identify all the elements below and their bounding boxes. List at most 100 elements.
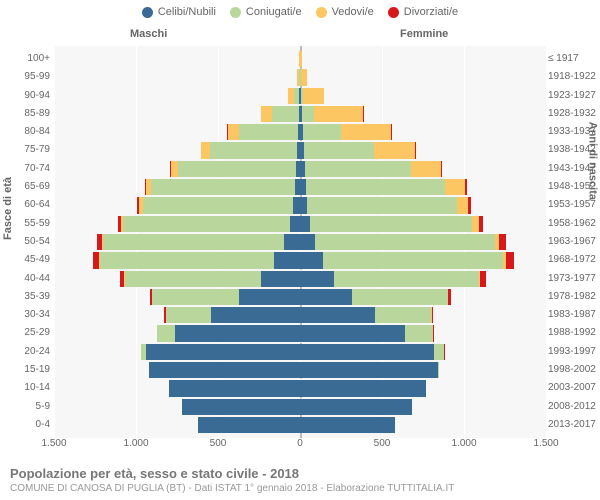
population-pyramid-chart: Celibi/NubiliConiugati/eVedovi/eDivorzia… — [0, 0, 600, 500]
bar-segment-widowed — [374, 142, 415, 158]
bar-segment-single — [300, 380, 426, 396]
female-bar — [300, 124, 392, 140]
pyramid-row — [54, 105, 546, 123]
birth-year-labels: ≤ 19171918-19221923-19271928-19321933-19… — [548, 50, 600, 434]
legend-label: Vedovi/e — [332, 6, 374, 18]
age-group-label: 80-84 — [0, 123, 50, 141]
bar-segment-married — [100, 252, 274, 268]
bar-segment-widowed — [228, 124, 239, 140]
bar-segment-single — [211, 307, 300, 323]
pyramid-row — [54, 324, 546, 342]
birth-year-label: 1938-1942 — [548, 141, 600, 159]
bar-segment-divorced — [415, 142, 416, 158]
bar-segment-divorced — [448, 289, 451, 305]
bar-segment-divorced — [506, 252, 514, 268]
bar-segment-divorced — [432, 307, 434, 323]
female-bar — [300, 325, 434, 341]
bar-segment-married — [239, 124, 298, 140]
female-bar — [300, 307, 433, 323]
pyramid-row — [54, 361, 546, 379]
male-bar — [93, 252, 300, 268]
bar-segment-married — [143, 197, 294, 213]
bar-segment-widowed — [261, 106, 272, 122]
legend-item: Coniugati/e — [230, 6, 302, 18]
pyramid-row — [54, 50, 546, 68]
pyramid-row — [54, 215, 546, 233]
bar-segment-widowed — [341, 124, 392, 140]
bar-segment-divorced — [433, 325, 434, 341]
legend-swatch — [316, 7, 327, 18]
x-tick-label: 0 — [297, 438, 303, 449]
bar-segment-married — [306, 179, 445, 195]
age-group-label: 95-99 — [0, 68, 50, 86]
bar-segment-single — [290, 216, 300, 232]
header-male: Maschi — [130, 28, 167, 40]
birth-year-label: 1943-1947 — [548, 160, 600, 178]
bar-rows — [54, 50, 546, 434]
bar-segment-single — [239, 289, 300, 305]
age-group-label: 75-79 — [0, 141, 50, 159]
bar-segment-single — [300, 417, 395, 433]
pyramid-row — [54, 270, 546, 288]
legend-label: Celibi/Nubili — [158, 6, 216, 18]
female-bar — [300, 271, 486, 287]
x-tick-label: 1.500 — [533, 438, 558, 449]
bar-segment-widowed — [303, 88, 324, 104]
x-tick-label: 1.500 — [41, 438, 66, 449]
bar-segment-widowed — [457, 197, 468, 213]
bar-segment-married — [151, 179, 295, 195]
birth-year-label: 2008-2012 — [548, 398, 600, 416]
female-bar — [300, 344, 445, 360]
pyramid-row — [54, 196, 546, 214]
bar-segment-single — [300, 252, 323, 268]
male-bar — [149, 362, 300, 378]
bar-segment-married — [304, 142, 375, 158]
bar-segment-divorced — [479, 216, 483, 232]
male-bar — [145, 179, 300, 195]
birth-year-label: 2013-2017 — [548, 416, 600, 434]
bar-segment-married — [157, 325, 175, 341]
age-group-label: 85-89 — [0, 105, 50, 123]
bar-segment-married — [375, 307, 431, 323]
age-group-label: 50-54 — [0, 233, 50, 251]
bar-segment-married — [166, 307, 212, 323]
pyramid-row — [54, 416, 546, 434]
birth-year-label: 1978-1982 — [548, 288, 600, 306]
bar-segment-widowed — [445, 179, 465, 195]
birth-year-label: 1933-1937 — [548, 123, 600, 141]
legend-label: Coniugati/e — [246, 6, 302, 18]
pyramid-row — [54, 233, 546, 251]
age-group-label: 15-19 — [0, 361, 50, 379]
pyramid-row — [54, 123, 546, 141]
male-bar — [141, 344, 300, 360]
age-group-label: 25-29 — [0, 324, 50, 342]
age-group-label: 35-39 — [0, 288, 50, 306]
x-tick-label: 500 — [210, 438, 227, 449]
birth-year-label: 1918-1922 — [548, 68, 600, 86]
bar-segment-single — [300, 399, 412, 415]
female-bar — [300, 234, 506, 250]
birth-year-label: 1928-1932 — [548, 105, 600, 123]
pyramid-row — [54, 160, 546, 178]
pyramid-row — [54, 141, 546, 159]
bar-segment-divorced — [468, 197, 471, 213]
bar-segment-married — [323, 252, 503, 268]
female-bar — [300, 216, 483, 232]
male-bar — [118, 216, 300, 232]
plot-area — [54, 46, 546, 438]
male-bar — [169, 380, 300, 396]
bar-segment-single — [300, 271, 334, 287]
birth-year-label: 1993-1997 — [548, 343, 600, 361]
age-group-label: 90-94 — [0, 87, 50, 105]
birth-year-label: 1988-1992 — [548, 324, 600, 342]
bar-segment-single — [261, 271, 300, 287]
female-bar — [300, 161, 442, 177]
bar-segment-divorced — [499, 234, 506, 250]
female-bar — [300, 399, 412, 415]
age-group-label: 10-14 — [0, 379, 50, 397]
male-bar — [182, 399, 300, 415]
bar-segment-married — [438, 362, 439, 378]
bar-segment-married — [352, 289, 447, 305]
pyramid-row — [54, 343, 546, 361]
legend-swatch — [388, 7, 399, 18]
